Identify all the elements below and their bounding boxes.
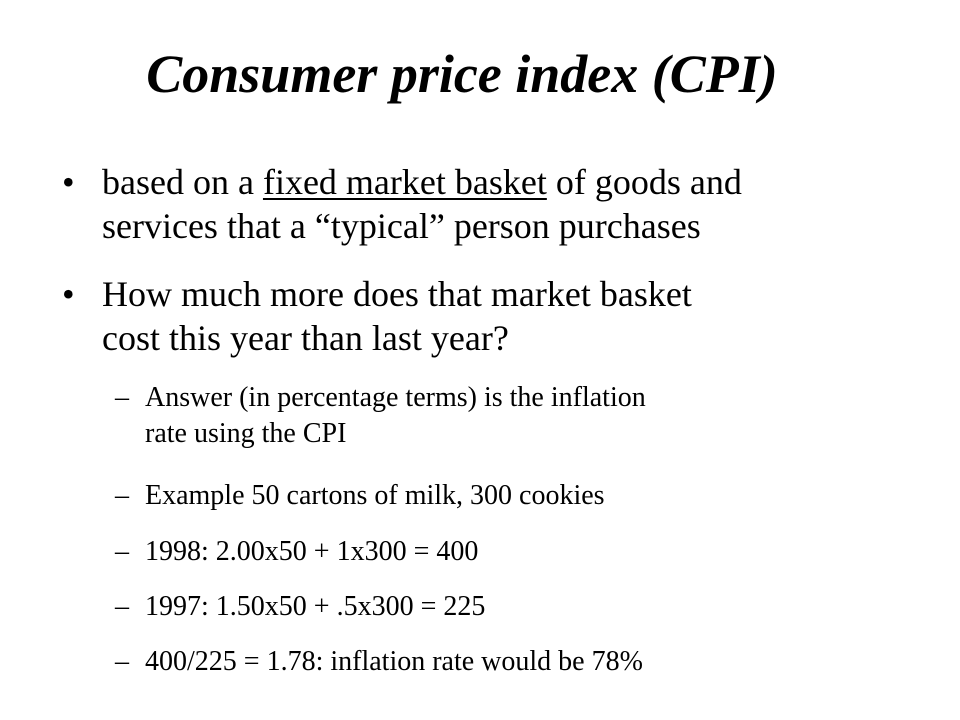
sub-bullet-text: Example 50 cartons of milk, 300 cookies	[145, 480, 605, 511]
sub-bullet-line-1: Answer (in percentage terms) is the infl…	[145, 382, 646, 413]
sub-bullet-marker: –	[115, 536, 129, 567]
sub-bullet-text: 400/225 = 1.78: inflation rate would be …	[145, 646, 643, 677]
sub-bullet-text: 1998: 2.00x50 + 1x300 = 400	[145, 536, 479, 567]
bullet-marker: •	[62, 274, 75, 314]
slide-title: Consumer price index (CPI)	[146, 44, 778, 104]
sub-bullet-text: Answer (in percentage terms) is the infl…	[145, 380, 895, 452]
sub-bullet-inflation-rate: – 400/225 = 1.78: inflation rate would b…	[115, 644, 895, 684]
sub-bullet-answer: – Answer (in percentage terms) is the in…	[115, 380, 895, 460]
bullet-text: How much more does that market basket co…	[102, 272, 902, 360]
sub-bullet-marker: –	[115, 646, 129, 677]
sub-bullet-text: 1997: 1.50x50 + .5x300 = 225	[145, 591, 486, 622]
sub-bullet-line-2: rate using the CPI	[145, 418, 347, 449]
sub-bullet-marker: –	[115, 382, 129, 413]
sub-bullet-marker: –	[115, 480, 129, 511]
sub-bullet-marker: –	[115, 591, 129, 622]
underlined-term: fixed market basket	[262, 162, 547, 202]
bullet-marker: •	[62, 162, 75, 202]
bullet-line-2: cost this year than last year?	[102, 318, 509, 358]
bullet-line-1: How much more does that market basket	[102, 274, 692, 314]
bullet-line-1-pre: based on a	[102, 162, 263, 202]
bullet-line-1-post: of goods and	[546, 162, 742, 202]
bullet-text: based on a fixed market basket of goods …	[102, 160, 902, 248]
sub-bullet-1998: – 1998: 2.00x50 + 1x300 = 400	[115, 534, 895, 574]
bullet-line-1: based on a fixed market basket of goods …	[102, 160, 902, 204]
sub-bullet-example: – Example 50 cartons of milk, 300 cookie…	[115, 478, 895, 518]
bullet-line-2: services that a “typical” person purchas…	[102, 206, 701, 246]
bullet-market-basket: • based on a fixed market basket of good…	[62, 160, 902, 250]
bullet-question: • How much more does that market basket …	[62, 272, 902, 362]
sub-bullet-1997: – 1997: 1.50x50 + .5x300 = 225	[115, 589, 895, 629]
